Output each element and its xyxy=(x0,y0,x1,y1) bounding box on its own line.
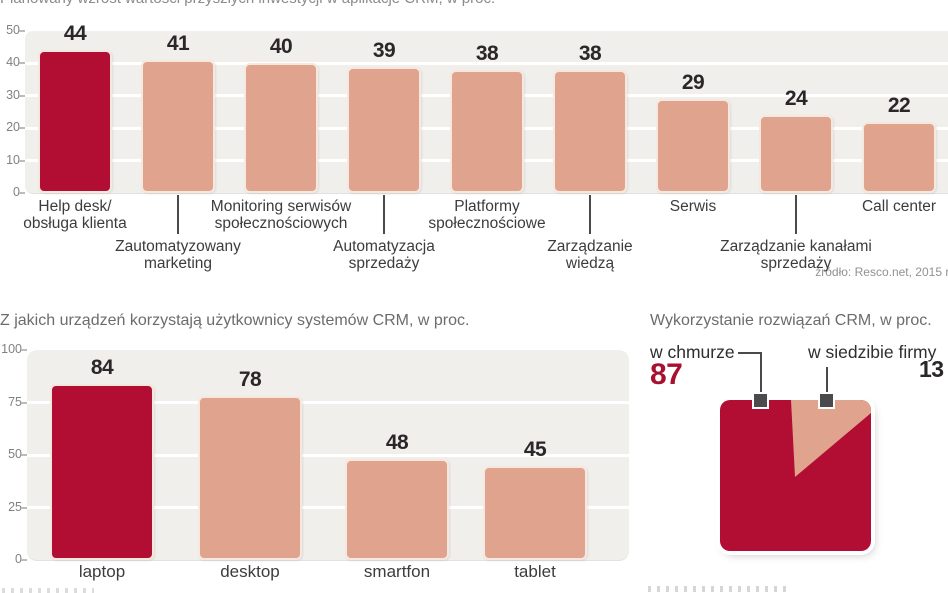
bar xyxy=(450,69,524,193)
y-tick-mark xyxy=(21,506,27,509)
onpremise-connector-square xyxy=(820,394,833,407)
slice-value-onpremise: 13 xyxy=(919,356,944,382)
bar xyxy=(50,383,154,560)
deployment-chart-title: Wykorzystanie rozwiązań CRM, w proc. xyxy=(650,312,932,329)
bar-value: 24 xyxy=(784,87,808,111)
y-tick-label: 50 xyxy=(6,23,20,37)
bar xyxy=(656,99,730,193)
y-tick-mark xyxy=(19,62,25,65)
cloud-leader-line xyxy=(760,352,762,398)
category-label: Zarządzanie wiedzą xyxy=(547,238,633,273)
y-tick-label: 10 xyxy=(6,152,20,167)
bar xyxy=(38,50,112,193)
bar-value: 44 xyxy=(63,22,87,46)
y-tick-label: 50 xyxy=(8,447,22,461)
y-tick-label: 0 xyxy=(13,185,20,199)
category-leader-line xyxy=(383,195,385,234)
y-tick-label: 25 xyxy=(8,499,22,514)
cloud-connector-square xyxy=(754,394,767,407)
y-tick-label: 100 xyxy=(1,342,22,356)
category-label: Zautomatyzowany marketing xyxy=(115,238,241,273)
category-leader-line xyxy=(795,195,797,234)
category-label: desktop xyxy=(220,562,280,581)
bar-value: 84 xyxy=(90,355,114,379)
category-label: Automatyzacja sprzedaży xyxy=(333,238,435,273)
bar xyxy=(141,60,215,193)
gridline xyxy=(27,401,629,404)
slice-label-cloud: w chmurze xyxy=(650,342,735,362)
bar-value: 38 xyxy=(475,41,499,65)
y-tick-mark xyxy=(19,94,25,97)
bar xyxy=(483,465,587,560)
category-leader-line xyxy=(589,195,591,234)
y-tick-mark xyxy=(19,159,25,162)
bar xyxy=(345,459,449,560)
y-tick-mark xyxy=(21,454,27,456)
bar-value: 78 xyxy=(238,368,262,392)
bar-value: 38 xyxy=(578,41,602,65)
y-tick-label: 0 xyxy=(15,552,22,566)
cropped-text-remnant xyxy=(648,586,788,592)
square-pie-chart xyxy=(720,400,871,551)
category-label: Platformy społecznościowe xyxy=(428,198,546,233)
y-tick-mark xyxy=(21,401,27,404)
category-label: Zarządzanie kanałami sprzedaży xyxy=(720,238,872,273)
y-tick-mark xyxy=(19,127,25,130)
y-tick-label: 30 xyxy=(6,87,20,102)
bar-value: 22 xyxy=(887,93,911,117)
bar xyxy=(244,63,318,193)
bar xyxy=(198,396,302,560)
bar-value: 40 xyxy=(269,35,293,59)
y-tick-label: 40 xyxy=(6,55,20,70)
gridline xyxy=(27,506,629,509)
bar xyxy=(862,121,936,193)
y-tick-label: 75 xyxy=(8,394,22,409)
top-chart-title: Planowany wzrost wartości przyszłych inw… xyxy=(0,0,495,7)
category-leader-line xyxy=(177,195,179,234)
y-tick-mark xyxy=(19,192,25,194)
y-tick-mark xyxy=(21,559,27,561)
category-label: Monitoring serwisów społecznościowych xyxy=(210,198,352,233)
bar-value: 29 xyxy=(681,71,705,95)
bar-value: 45 xyxy=(523,437,547,461)
category-label: Serwis xyxy=(669,198,717,215)
gridline xyxy=(25,61,948,65)
slice-label-onpremise: w siedzibie firmy xyxy=(808,342,937,362)
category-label: Call center xyxy=(861,198,937,215)
square-pie-svg xyxy=(720,400,871,551)
cloud-leader-line xyxy=(738,352,762,354)
y-tick-mark xyxy=(21,349,27,351)
category-label: laptop xyxy=(78,562,126,581)
bar xyxy=(347,66,421,193)
slice-value-cloud: 87 xyxy=(650,358,683,391)
source-credit: źródło: Resco.net, 2015 r. xyxy=(815,265,948,279)
devices-chart-title: Z jakich urządzeń korzystają użytkownicy… xyxy=(0,312,470,329)
bar-value: 39 xyxy=(372,38,396,62)
bar-value: 48 xyxy=(385,431,409,455)
category-label: tablet xyxy=(514,562,556,581)
y-tick-mark xyxy=(19,30,25,32)
bar-value: 41 xyxy=(166,32,190,56)
cropped-text-remnant xyxy=(2,588,94,593)
onpremise-leader-line xyxy=(826,367,828,398)
bar xyxy=(553,69,627,193)
category-label: smartfon xyxy=(363,562,431,581)
gridline xyxy=(27,453,629,457)
category-label: Help desk/ obsługa klienta xyxy=(23,198,127,233)
bar xyxy=(759,115,833,193)
y-tick-label: 20 xyxy=(6,120,20,135)
pie-slice-onpremise xyxy=(791,400,871,477)
